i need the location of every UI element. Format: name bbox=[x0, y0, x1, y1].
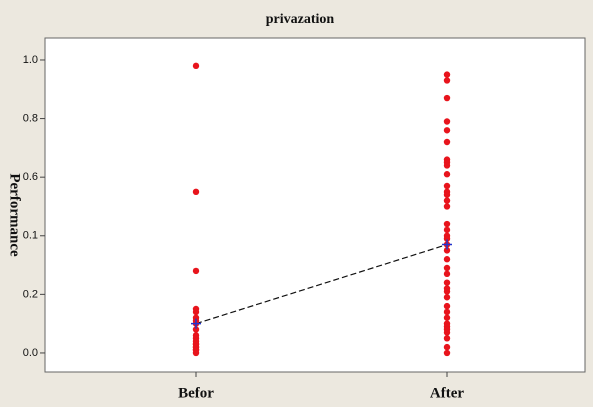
data-point bbox=[192, 62, 200, 70]
data-point bbox=[443, 308, 451, 316]
data-point bbox=[192, 267, 200, 275]
data-point bbox=[443, 279, 451, 286]
data-point bbox=[192, 188, 200, 196]
y-tick-label: 1.0 bbox=[23, 54, 38, 66]
mean-line bbox=[195, 243, 448, 325]
data-point bbox=[443, 220, 451, 228]
data-point bbox=[443, 138, 451, 146]
data-point bbox=[192, 349, 200, 357]
x-tick-label: After bbox=[430, 385, 464, 401]
data-point bbox=[443, 118, 451, 125]
y-tick-label: 0.8 bbox=[23, 112, 38, 124]
data-point bbox=[443, 171, 451, 178]
data-point bbox=[443, 226, 451, 234]
data-point bbox=[443, 264, 451, 272]
data-point bbox=[443, 349, 451, 357]
y-tick-label: 0.1 bbox=[23, 230, 38, 242]
data-point bbox=[443, 203, 451, 210]
data-point bbox=[443, 182, 451, 190]
y-axis-label: Performance bbox=[7, 173, 23, 257]
data-point bbox=[443, 329, 451, 336]
data-point bbox=[443, 247, 451, 254]
data-point bbox=[443, 343, 451, 351]
data-point bbox=[443, 235, 451, 242]
data-point bbox=[192, 326, 200, 333]
chart-title: privazation bbox=[266, 12, 335, 27]
data-point bbox=[443, 191, 451, 198]
y-tick-label: 0.6 bbox=[23, 171, 38, 183]
data-point bbox=[443, 197, 451, 204]
data-point bbox=[443, 127, 451, 134]
data-point bbox=[443, 162, 451, 169]
data-point bbox=[443, 294, 451, 301]
data-point bbox=[192, 308, 200, 316]
data-point bbox=[443, 94, 451, 102]
plot-area bbox=[44, 37, 586, 373]
x-tick-label: Befor bbox=[178, 385, 214, 401]
data-point bbox=[443, 302, 451, 310]
data-point bbox=[443, 77, 451, 84]
data-point bbox=[443, 335, 451, 342]
data-point bbox=[443, 314, 451, 321]
data-point bbox=[443, 256, 451, 263]
mean-marker bbox=[442, 239, 452, 250]
mean-marker bbox=[191, 318, 201, 329]
y-tick-label: 0.2 bbox=[23, 288, 38, 300]
data-point bbox=[443, 71, 451, 78]
y-tick-label: 0.0 bbox=[23, 347, 38, 359]
data-point bbox=[443, 288, 451, 295]
data-point bbox=[443, 270, 451, 278]
